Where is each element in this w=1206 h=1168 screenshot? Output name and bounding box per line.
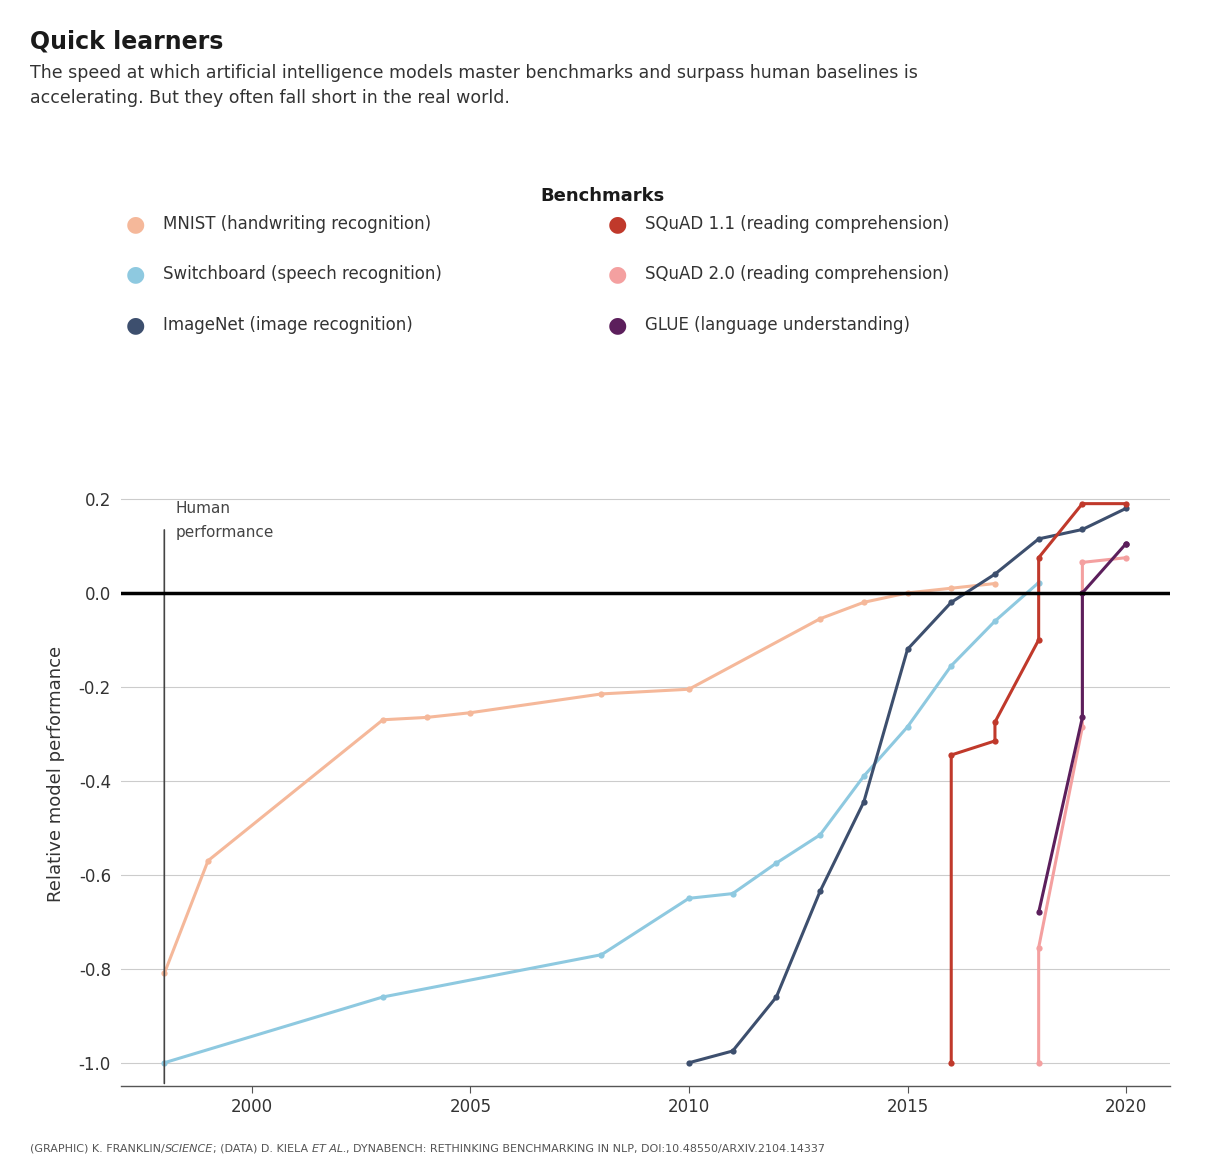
Text: MNIST (handwriting recognition): MNIST (handwriting recognition) <box>163 215 431 234</box>
Text: SCIENCE: SCIENCE <box>165 1143 213 1154</box>
Text: ●: ● <box>608 264 627 285</box>
Text: performance: performance <box>175 524 274 540</box>
Text: ●: ● <box>608 214 627 235</box>
Text: ET AL.: ET AL. <box>312 1143 346 1154</box>
Text: ; (DATA) D. KIELA: ; (DATA) D. KIELA <box>213 1143 312 1154</box>
Text: ●: ● <box>125 264 145 285</box>
Y-axis label: Relative model performance: Relative model performance <box>47 646 65 902</box>
Text: Human: Human <box>175 501 230 516</box>
Text: ●: ● <box>125 314 145 335</box>
Text: ImageNet (image recognition): ImageNet (image recognition) <box>163 315 412 334</box>
Text: (GRAPHIC) K. FRANKLIN/: (GRAPHIC) K. FRANKLIN/ <box>30 1143 165 1154</box>
Text: ●: ● <box>125 214 145 235</box>
Text: Quick learners: Quick learners <box>30 29 223 54</box>
Text: SQuAD 1.1 (reading comprehension): SQuAD 1.1 (reading comprehension) <box>645 215 949 234</box>
Text: GLUE (language understanding): GLUE (language understanding) <box>645 315 911 334</box>
Text: SQuAD 2.0 (reading comprehension): SQuAD 2.0 (reading comprehension) <box>645 265 949 284</box>
Text: ●: ● <box>608 314 627 335</box>
Text: Benchmarks: Benchmarks <box>540 187 666 204</box>
Text: The speed at which artificial intelligence models master benchmarks and surpass : The speed at which artificial intelligen… <box>30 64 918 107</box>
Text: , DYNABENCH: RETHINKING BENCHMARKING IN NLP, DOI:10.48550/ARXIV.2104.14337: , DYNABENCH: RETHINKING BENCHMARKING IN … <box>346 1143 825 1154</box>
Text: Switchboard (speech recognition): Switchboard (speech recognition) <box>163 265 441 284</box>
